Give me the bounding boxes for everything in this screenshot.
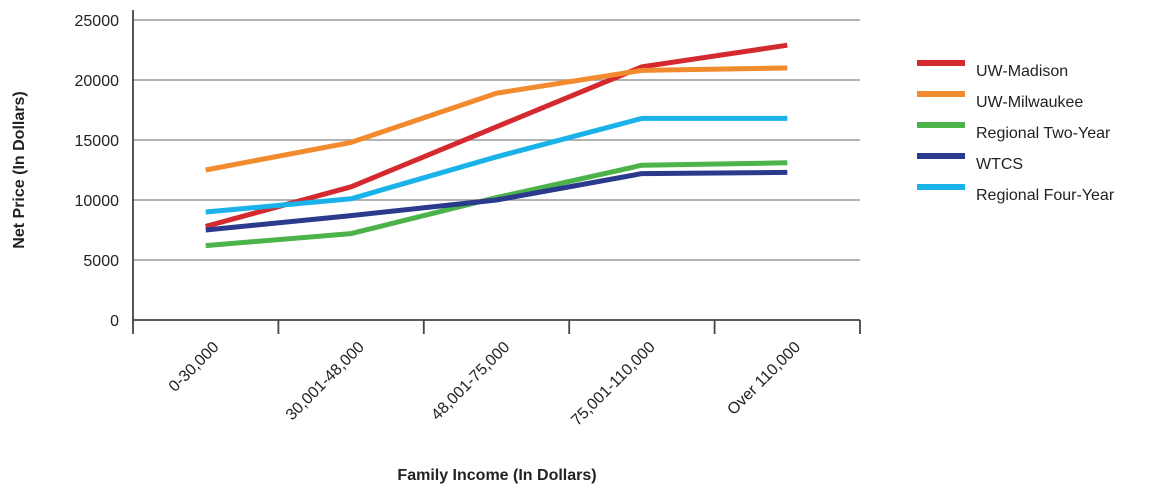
y-tick-labels: 0 5000 10000 15000 20000 25000	[75, 13, 120, 330]
series-line-uw-madison	[205, 42, 788, 229]
y-tick-label: 0	[110, 313, 119, 330]
y-tick-label: 10000	[75, 193, 120, 210]
x-tick-label: Over 110,000	[724, 339, 804, 419]
y-tick-label: 25000	[75, 13, 120, 30]
legend-label: Regional Two-Year	[976, 125, 1111, 142]
y-tick-label: 5000	[83, 253, 119, 270]
x-tick-labels: 0-30,000 30,001-48,000 48,001-75,000 75,001…	[166, 339, 804, 430]
series-line-regional-four-year	[205, 115, 788, 215]
axes	[132, 10, 861, 334]
legend: UW-Madison UW-Milwaukee Regional Two-Year W…	[917, 60, 1115, 204]
legend-label: UW-Madison	[976, 63, 1068, 80]
gridlines	[133, 19, 860, 261]
series-line-uw-milwaukee	[205, 65, 788, 173]
x-tick-label: 0-30,000	[166, 339, 223, 396]
y-axis-title: Net Price (In Dollars)	[11, 91, 28, 248]
legend-label: Regional Four-Year	[976, 187, 1115, 204]
series-line-wtcs	[205, 169, 788, 233]
y-tick-label: 15000	[75, 133, 120, 150]
legend-label: UW-Milwaukee	[976, 94, 1083, 111]
x-tick-label: 30,001-48,000	[283, 339, 368, 424]
x-axis-title: Family Income (In Dollars)	[397, 467, 596, 484]
legend-label: WTCS	[976, 156, 1023, 173]
y-tick-label: 20000	[75, 73, 120, 90]
series-lines	[205, 42, 788, 249]
x-tick-label: 75,001-110,000	[568, 339, 659, 430]
x-tick-label: 48,001-75,000	[428, 339, 513, 424]
